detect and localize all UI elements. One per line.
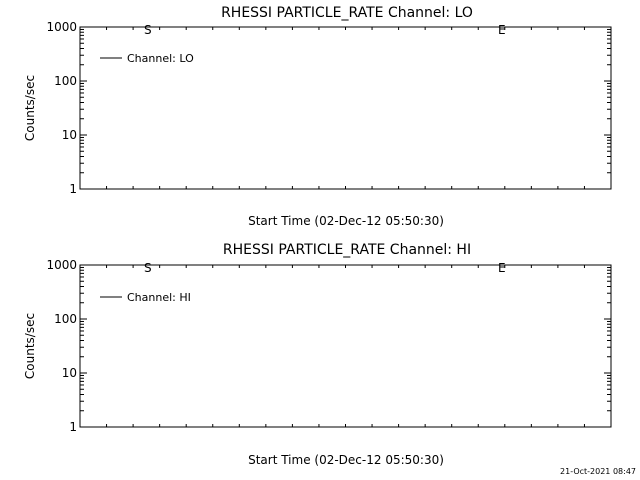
hi-channel-chart: RHESSI PARTICLE_RATE Channel: HI 06:0006…: [23, 242, 612, 467]
y-tick-label: 1000: [46, 20, 77, 34]
y-tick-label: 10: [62, 128, 77, 142]
end-marker-label: E: [498, 261, 506, 275]
plot-frame: [79, 264, 612, 428]
end-marker-label: E: [498, 23, 506, 37]
footer-timestamp: 21-Oct-2021 08:47: [560, 467, 636, 476]
y-tick-label: 10: [62, 366, 77, 380]
start-marker-label: S: [144, 261, 152, 275]
x-axis-label: Start Time (02-Dec-12 05:50:30): [248, 453, 444, 467]
y-tick-label: 100: [54, 312, 77, 326]
chart-title: RHESSI PARTICLE_RATE Channel: LO: [221, 5, 473, 21]
legend-entry: Channel: HI: [127, 291, 191, 304]
y-tick-label: 1000: [46, 258, 77, 272]
y-axis-label: Counts/sec: [23, 75, 37, 141]
x-axis-label: Start Time (02-Dec-12 05:50:30): [248, 214, 444, 228]
y-tick-label: 1: [69, 420, 77, 434]
start-marker-label: S: [144, 23, 152, 37]
y-tick-label: 100: [54, 74, 77, 88]
legend-entry: Channel: LO: [127, 52, 194, 65]
chart-title: RHESSI PARTICLE_RATE Channel: HI: [223, 242, 471, 258]
y-axis-label: Counts/sec: [23, 313, 37, 379]
lo-channel-chart: RHESSI PARTICLE_RATE Channel: LO 06:0006…: [23, 5, 612, 228]
y-tick-label: 1: [69, 182, 77, 196]
